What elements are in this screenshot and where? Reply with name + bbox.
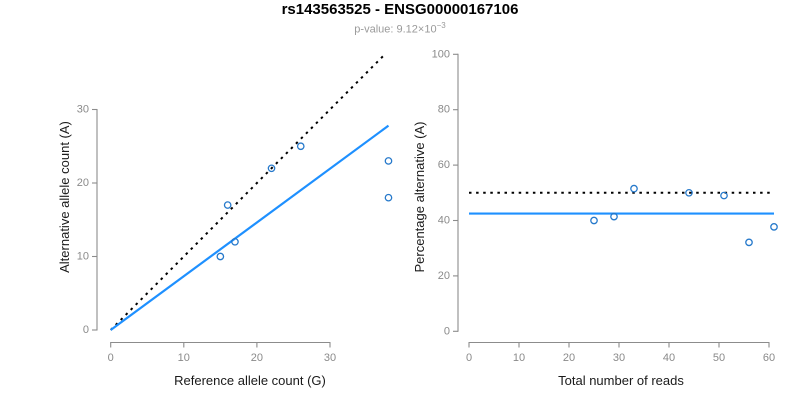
x-tick-label: 20 [563, 352, 575, 364]
data-point [745, 238, 753, 247]
y-tick-label: 0 [83, 324, 89, 336]
data-point [231, 237, 239, 246]
identity-line [109, 52, 387, 331]
data-point [720, 191, 728, 200]
figure-title: rs143563525 - ENSG00000167106 [281, 1, 519, 18]
data-point [685, 188, 693, 197]
y-tick-label: 40 [438, 215, 450, 227]
y-tick-label: 10 [77, 251, 89, 263]
figure-subtitle: p-value: 9.12×10−3 [0, 21, 800, 36]
x-tick-label: 30 [613, 352, 625, 364]
data-point [630, 184, 638, 193]
data-point [223, 201, 232, 209]
x-axis-title: Total number of reads [558, 373, 684, 388]
x-tick-label: 30 [324, 352, 336, 364]
pvalue-text: p-value: 9.12×10 [354, 23, 437, 36]
y-tick-label: 30 [77, 104, 89, 116]
x-tick-label: 0 [466, 352, 472, 364]
data-point [296, 142, 305, 151]
y-axis-title: Percentage alternative (A) [412, 121, 427, 272]
data-point [590, 216, 598, 225]
y-tick-label: 20 [77, 177, 89, 189]
x-tick-label: 40 [663, 352, 675, 364]
x-tick-label: 0 [108, 352, 114, 364]
data-point [384, 193, 393, 202]
y-tick-label: 20 [438, 270, 450, 282]
x-axis-title: Reference allele count (G) [174, 373, 326, 388]
data-point [267, 164, 276, 173]
x-tick-label: 50 [713, 352, 725, 364]
fit-line [110, 124, 390, 331]
y-axis-title: Alternative allele count (A) [57, 121, 72, 273]
data-point [216, 252, 225, 261]
y-tick-label: 80 [438, 104, 450, 116]
panel-left: 0 10 20 30 0 10 20 30 Reference allele count (G)… [57, 52, 393, 388]
x-tick-label: 10 [178, 352, 190, 364]
y-tick-label: 0 [444, 325, 450, 337]
data-point [610, 212, 618, 221]
pvalue-exponent: −3 [436, 21, 446, 30]
data-point [384, 157, 393, 165]
y-tick-label: 60 [438, 159, 450, 171]
data-point [770, 223, 778, 231]
panel-right: 0 10 20 30 40 50 60 0 20 40 60 80 100 Total number of… [412, 48, 778, 388]
x-tick-label: 20 [251, 352, 263, 364]
x-tick-label: 10 [513, 352, 525, 364]
x-tick-label: 60 [763, 352, 775, 364]
y-tick-label: 100 [432, 48, 450, 60]
